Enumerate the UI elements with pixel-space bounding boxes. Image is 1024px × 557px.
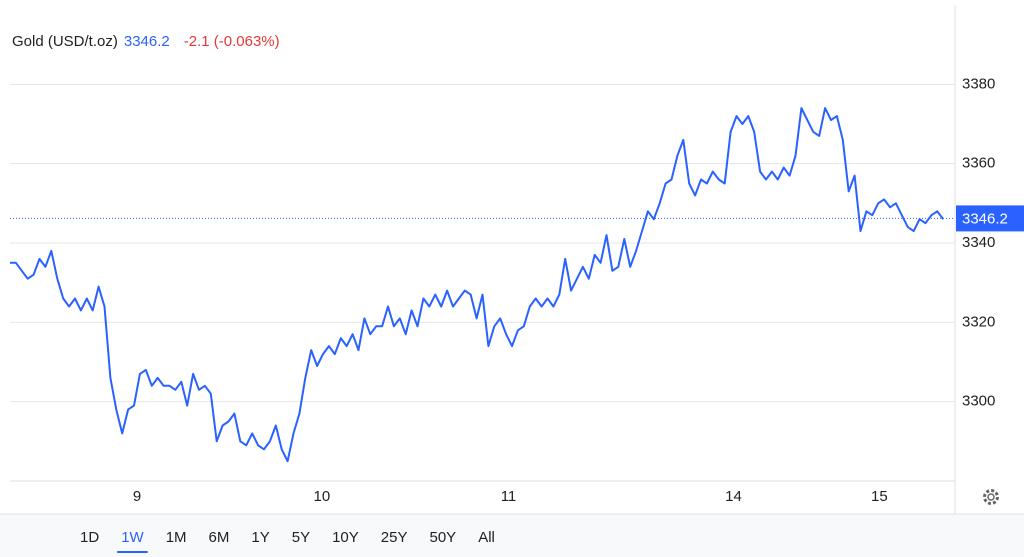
range-button[interactable]: 1M xyxy=(166,529,187,546)
range-bar xyxy=(0,514,1024,557)
range-button[interactable]: 1W xyxy=(121,529,144,546)
y-tick-label: 3340 xyxy=(962,234,995,251)
range-button[interactable]: 50Y xyxy=(430,529,457,546)
settings-icon[interactable] xyxy=(983,489,999,505)
x-tick-label: 10 xyxy=(314,488,331,505)
y-tick-label: 3320 xyxy=(962,313,995,330)
range-button[interactable]: 1D xyxy=(80,529,99,546)
range-button[interactable]: 25Y xyxy=(381,529,408,546)
x-tick-label: 14 xyxy=(725,488,742,505)
x-tick-label: 15 xyxy=(871,488,888,505)
range-button[interactable]: 1Y xyxy=(251,529,269,546)
range-button[interactable]: 10Y xyxy=(332,529,359,546)
x-tick-label: 9 xyxy=(133,488,141,505)
header-price: 3346.2 xyxy=(124,33,170,50)
y-tick-label: 3360 xyxy=(962,155,995,172)
last-price-box xyxy=(956,205,1024,232)
y-tick-label: 3380 xyxy=(962,75,995,92)
range-button[interactable]: All xyxy=(478,529,495,546)
y-tick-label: 3300 xyxy=(962,393,995,410)
header-change: -2.1 (-0.063%) xyxy=(184,33,280,50)
last-price-label: 3346.2 xyxy=(962,210,1008,227)
x-tick-label: 11 xyxy=(501,488,517,505)
price-line xyxy=(10,107,945,463)
range-selected-underline xyxy=(117,551,148,553)
range-button[interactable]: 5Y xyxy=(292,529,310,546)
chart-title: Gold (USD/t.oz) xyxy=(12,33,118,50)
range-button[interactable]: 6M xyxy=(209,529,230,546)
